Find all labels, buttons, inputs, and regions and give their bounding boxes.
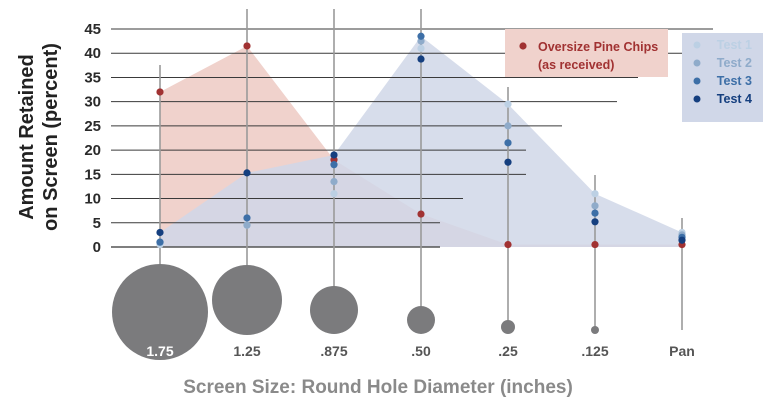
data-point bbox=[156, 238, 164, 246]
legend-tests: Test 1 Test 2 Test 3 Test 4 bbox=[682, 33, 763, 122]
hole-size-icon bbox=[407, 306, 435, 334]
legend-oversize-marker bbox=[519, 42, 527, 50]
data-point bbox=[591, 190, 599, 198]
x-tick-label: .125 bbox=[581, 343, 608, 359]
legend-oversize-label: Oversize Pine Chips bbox=[538, 40, 658, 54]
x-tick-label: Pan bbox=[669, 343, 695, 359]
y-tick-label: 40 bbox=[84, 45, 101, 62]
data-point bbox=[504, 240, 512, 249]
legend-label: Test 4 bbox=[717, 92, 752, 106]
data-points bbox=[156, 32, 686, 249]
legend-oversize-box bbox=[505, 29, 668, 77]
legend-marker bbox=[693, 77, 701, 85]
legend-oversize-label-line2: (as received) bbox=[538, 58, 614, 72]
x-tick-label: 1.75 bbox=[146, 343, 173, 359]
data-point bbox=[504, 122, 512, 130]
data-point bbox=[330, 178, 338, 186]
data-point bbox=[243, 214, 251, 222]
x-axis-title: Screen Size: Round Hole Diameter (inches… bbox=[183, 377, 573, 398]
y-axis-title-line1: Amount Retained bbox=[16, 54, 38, 220]
data-point bbox=[243, 221, 251, 229]
y-axis-title-line2: on Screen (percent) bbox=[40, 43, 62, 231]
data-point bbox=[330, 151, 338, 159]
data-point bbox=[156, 228, 164, 237]
x-tick-label: .25 bbox=[498, 343, 518, 359]
data-point bbox=[330, 190, 338, 198]
data-point bbox=[591, 240, 599, 249]
hole-size-icon bbox=[591, 326, 599, 334]
y-tick-label: 25 bbox=[84, 118, 101, 135]
data-point bbox=[504, 100, 512, 108]
legend-marker bbox=[693, 95, 701, 103]
y-axis-ticks: 0 5 10 15 20 25 30 35 40 45 bbox=[84, 21, 101, 256]
data-point bbox=[156, 88, 164, 96]
data-point bbox=[591, 218, 599, 226]
hole-size-icon bbox=[501, 320, 515, 334]
legend-oversize: Oversize Pine Chips (as received) bbox=[505, 29, 668, 77]
data-point bbox=[678, 236, 686, 244]
y-tick-label: 0 bbox=[93, 239, 101, 256]
y-tick-label: 10 bbox=[84, 191, 101, 208]
y-tick-label: 45 bbox=[84, 21, 101, 38]
y-tick-label: 15 bbox=[84, 166, 101, 183]
y-tick-label: 30 bbox=[84, 94, 101, 111]
legend-test-items: Test 1 Test 2 Test 3 Test 4 bbox=[693, 38, 752, 106]
y-tick-label: 5 bbox=[93, 215, 101, 232]
legend-label: Test 3 bbox=[717, 74, 752, 88]
x-axis-ticks: 1.75 1.25 .875 .50 .25 .125 Pan bbox=[146, 343, 694, 359]
data-point bbox=[417, 210, 425, 218]
data-point bbox=[504, 158, 512, 166]
data-point bbox=[243, 169, 251, 177]
hole-size-icon bbox=[112, 264, 208, 360]
data-point bbox=[504, 139, 512, 147]
hole-size-icon bbox=[212, 265, 282, 335]
legend-marker bbox=[693, 41, 701, 49]
y-tick-label: 20 bbox=[84, 142, 101, 159]
data-point bbox=[591, 209, 599, 217]
x-tick-label: 1.25 bbox=[233, 343, 260, 359]
data-point bbox=[417, 44, 425, 52]
hole-size-icon bbox=[310, 286, 358, 334]
x-tick-label: .875 bbox=[320, 343, 347, 359]
legend-marker bbox=[693, 59, 701, 67]
x-tick-label: .50 bbox=[411, 343, 431, 359]
legend-label: Test 2 bbox=[717, 56, 752, 70]
y-tick-label: 35 bbox=[84, 69, 101, 86]
data-point bbox=[417, 55, 425, 63]
data-point bbox=[591, 202, 599, 210]
hole-size-icons bbox=[112, 264, 599, 360]
data-point bbox=[417, 32, 425, 40]
legend-label: Test 1 bbox=[717, 38, 752, 52]
data-point bbox=[243, 42, 251, 50]
data-point bbox=[330, 161, 338, 169]
